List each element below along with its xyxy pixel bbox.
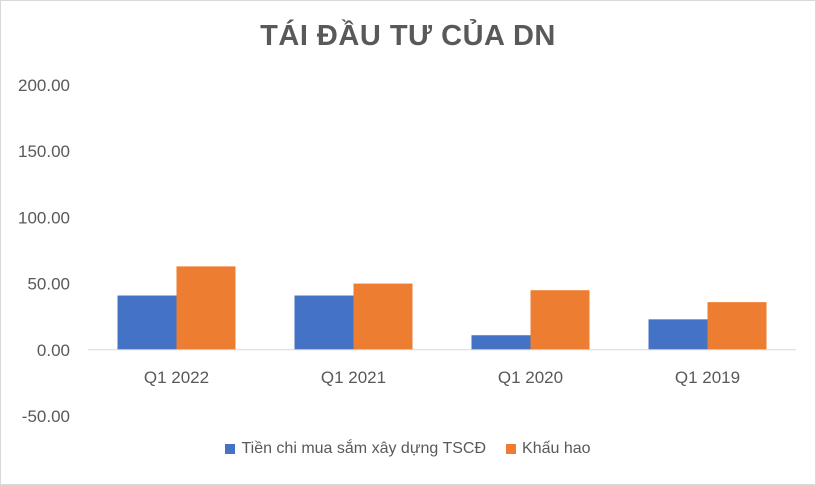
bar-capex bbox=[648, 319, 708, 350]
x-tick-label: Q1 2020 bbox=[498, 368, 563, 387]
bar-depreciation bbox=[707, 302, 767, 350]
bar-capex bbox=[471, 335, 531, 350]
x-tick-label: Q1 2021 bbox=[321, 368, 386, 387]
y-tick-label: 50.00 bbox=[27, 275, 70, 294]
bar-capex bbox=[117, 295, 177, 350]
chart-title: TÁI ĐẦU TƯ CỦA DN bbox=[260, 20, 556, 52]
legend: Tiền chi mua sắm xây dựng TSCĐ Khấu hao bbox=[0, 440, 816, 458]
legend-label-depreciation: Khấu hao bbox=[522, 440, 591, 457]
y-tick-label: 200.00 bbox=[18, 76, 70, 95]
legend-swatch-capex bbox=[225, 444, 236, 454]
legend-swatch-depreciation bbox=[506, 444, 517, 454]
bar-depreciation bbox=[530, 290, 590, 350]
bar-depreciation bbox=[353, 283, 413, 350]
y-tick-label: 150.00 bbox=[18, 142, 70, 161]
y-tick-label: -50.00 bbox=[22, 407, 70, 426]
legend-item-depreciation: Khấu hao bbox=[506, 440, 591, 458]
bar-capex bbox=[294, 295, 354, 350]
x-tick-label: Q1 2022 bbox=[144, 368, 209, 387]
bar-depreciation bbox=[176, 266, 236, 350]
y-tick-label: 100.00 bbox=[18, 208, 70, 227]
y-tick-label: 0.00 bbox=[37, 341, 70, 360]
legend-label-capex: Tiền chi mua sắm xây dựng TSCĐ bbox=[241, 440, 487, 457]
legend-item-capex: Tiền chi mua sắm xây dựng TSCĐ bbox=[225, 440, 486, 458]
x-tick-label: Q1 2019 bbox=[675, 368, 740, 387]
